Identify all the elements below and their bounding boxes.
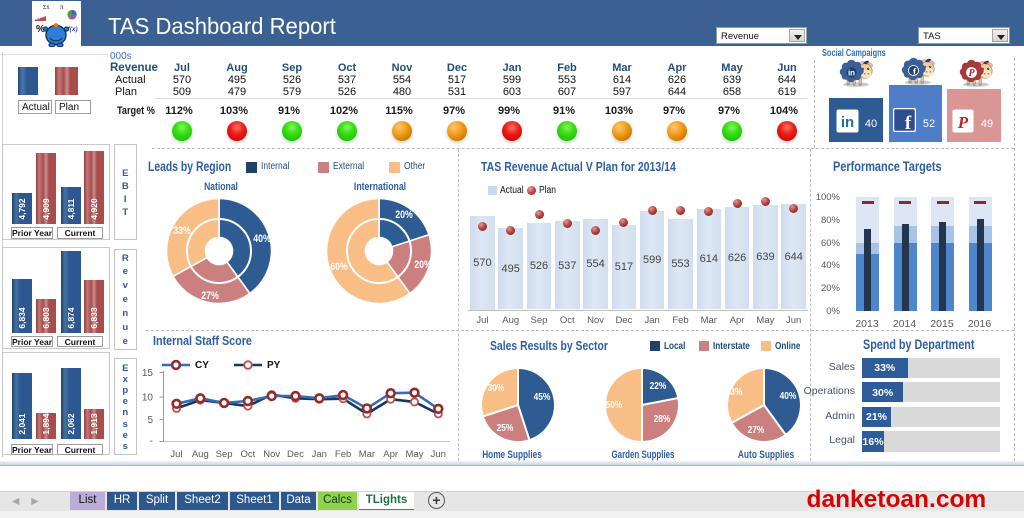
svg-text:P: P: [969, 68, 976, 79]
svg-text:f: f: [905, 113, 912, 132]
svg-text:π: π: [60, 3, 64, 11]
svg-text:%: %: [36, 24, 45, 35]
svg-text:f(x): f(x): [68, 26, 78, 33]
svg-text:Σx̄: Σx̄: [43, 5, 50, 11]
svg-text:in: in: [841, 114, 854, 131]
svg-text:in: in: [848, 69, 855, 78]
svg-text:-: -: [150, 436, 153, 447]
svg-text:15: 15: [142, 368, 154, 379]
svg-text:10: 10: [142, 393, 154, 404]
svg-text:P: P: [957, 113, 969, 132]
svg-text:f: f: [913, 67, 917, 77]
svg-text:5: 5: [147, 415, 153, 426]
